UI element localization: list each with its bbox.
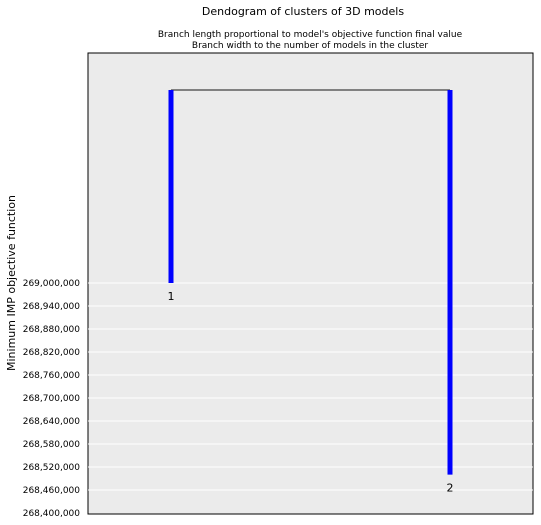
dendrogram-branches bbox=[168, 89, 453, 475]
y-axis-label: Minimum IMP objective function bbox=[5, 195, 18, 371]
gridlines bbox=[88, 282, 533, 491]
y-tick-label: 268,520,000 bbox=[23, 463, 81, 473]
y-tick-label: 268,400,000 bbox=[23, 509, 81, 519]
y-tick-label: 268,940,000 bbox=[23, 302, 81, 312]
y-tick-label: 268,700,000 bbox=[23, 394, 81, 404]
leaf-label-2: 2 bbox=[447, 482, 454, 495]
chart-title: Dendogram of clusters of 3D models bbox=[202, 5, 404, 18]
leaf-label-1: 1 bbox=[168, 290, 175, 303]
y-tick-label: 268,880,000 bbox=[23, 325, 81, 335]
y-tick-label: 268,580,000 bbox=[23, 440, 81, 450]
chart-subtitle-line-1: Branch length proportional to model's ob… bbox=[158, 30, 463, 40]
leaf-labels: 12 bbox=[168, 290, 454, 495]
y-axis-ticks: 268,400,000 268,460,000 268,520,000 268,580… bbox=[23, 279, 81, 519]
y-tick-label: 268,820,000 bbox=[23, 348, 81, 358]
y-tick-label: 268,760,000 bbox=[23, 371, 81, 381]
y-tick-label: 269,000,000 bbox=[23, 279, 81, 289]
y-tick-label: 268,460,000 bbox=[23, 486, 81, 496]
y-tick-label: 268,640,000 bbox=[23, 417, 81, 427]
chart-subtitle-line-2: Branch width to the number of models in … bbox=[192, 41, 429, 51]
